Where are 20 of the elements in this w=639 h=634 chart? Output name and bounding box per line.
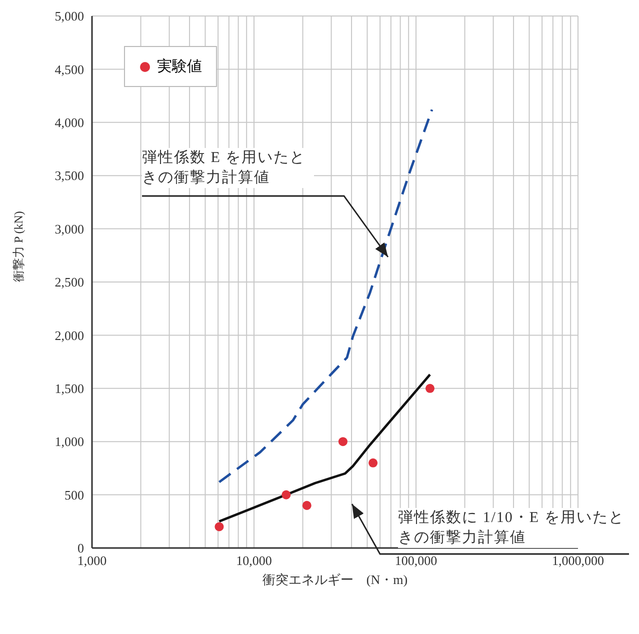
x-tick-label: 1,000 — [77, 553, 107, 568]
x-tick-label: 10,000 — [236, 553, 272, 568]
x-tick-label: 100,000 — [394, 553, 438, 568]
legend-label: 実験値 — [157, 58, 202, 76]
y-tick-label: 5,000 — [54, 8, 84, 24]
x-tick-label: 1,000,000 — [552, 553, 604, 568]
y-tick-label: 4,500 — [54, 62, 84, 77]
y-tick-label: 1,000 — [54, 434, 84, 450]
y-tick-label: 2,500 — [54, 274, 84, 290]
annotation: 弾性係数 E を用いたときの衝撃力計算値 — [142, 148, 314, 188]
y-tick-label: 3,000 — [54, 221, 84, 236]
annotation: 弾性係数に 1/10・E を用いたときの衝撃力計算値 — [398, 508, 630, 548]
y-tick-label: 1,500 — [54, 381, 84, 396]
y-axis-title: 衝撃力 P (kN) — [11, 211, 26, 282]
x-axis-title: 衝突エネルギー (N・m) — [262, 572, 408, 587]
y-tick-label: 3,500 — [54, 168, 84, 184]
y-tick-label: 0 — [78, 540, 84, 556]
y-tick-label: 4,000 — [54, 115, 84, 130]
y-tick-label: 2,000 — [54, 328, 84, 343]
y-tick-label: 500 — [64, 487, 84, 502]
